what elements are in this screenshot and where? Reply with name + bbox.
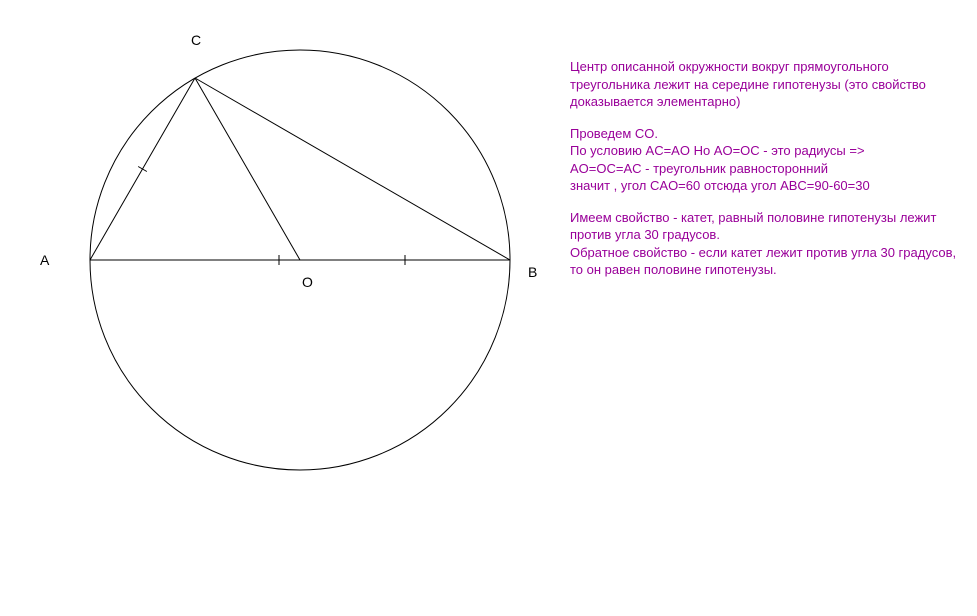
- explanation-p3: Имеем свойство - катет, равный половине …: [570, 209, 970, 279]
- explanation-text: Центр описанной окружности вокруг прямоу…: [570, 58, 970, 293]
- center-label-o: O: [302, 274, 313, 290]
- explanation-p1: Центр описанной окружности вокруг прямоу…: [570, 58, 970, 111]
- vertex-label-b: B: [528, 264, 537, 280]
- vertex-label-a: A: [40, 252, 49, 268]
- vertex-label-c: C: [191, 32, 201, 48]
- explanation-p2: Проведем CO. По условию AC=AO Но AO=OC -…: [570, 125, 970, 195]
